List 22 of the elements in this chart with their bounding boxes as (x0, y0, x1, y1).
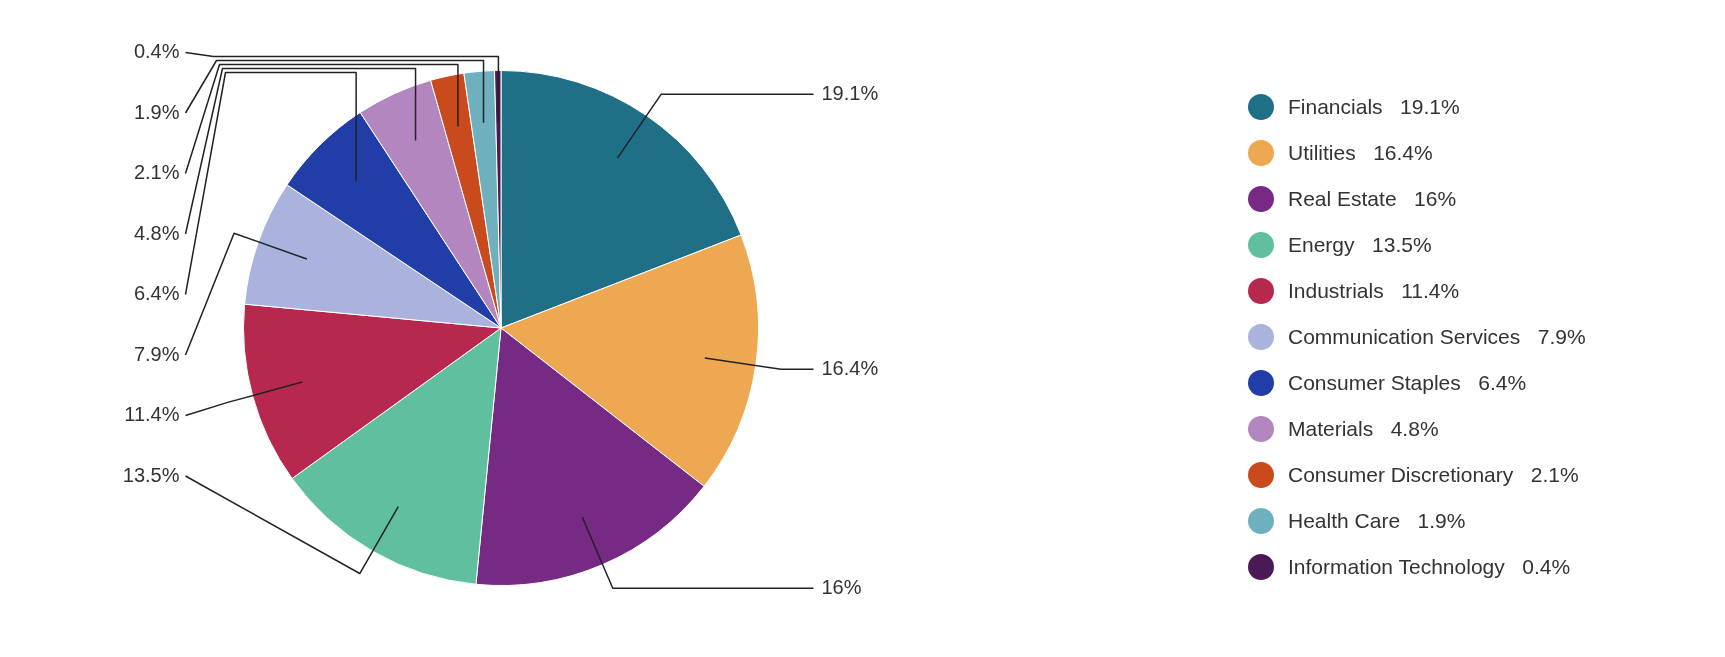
legend-label: Materials 4.8% (1288, 417, 1439, 441)
data-label: 11.4% (124, 403, 180, 426)
legend-label: Energy 13.5% (1288, 233, 1432, 257)
legend-label: Communication Services 7.9% (1288, 325, 1586, 349)
legend-label: Utilities 16.4% (1288, 141, 1433, 165)
legend-label: Consumer Staples 6.4% (1288, 371, 1527, 395)
data-label: 16% (821, 575, 862, 598)
data-label: 6.4% (133, 282, 180, 305)
data-label: 19.1% (821, 81, 879, 104)
legend-label: Consumer Discretionary 2.1% (1288, 463, 1579, 487)
data-label: 16.4% (821, 356, 879, 379)
legend-label: Information Technology 0.4% (1288, 555, 1571, 579)
data-label: 0.4% (133, 40, 180, 63)
legend-label: Real Estate 16% (1288, 187, 1457, 211)
legend-label: Health Care 1.9% (1288, 509, 1466, 533)
legend-label: Financials 19.1% (1288, 95, 1460, 119)
data-label: 1.9% (133, 100, 180, 123)
legend-label: Industrials 11.4% (1288, 279, 1460, 303)
data-label: 4.8% (133, 221, 180, 244)
data-label: 7.9% (133, 342, 180, 365)
data-label: 13.5% (122, 463, 180, 486)
data-label: 2.1% (133, 161, 180, 184)
